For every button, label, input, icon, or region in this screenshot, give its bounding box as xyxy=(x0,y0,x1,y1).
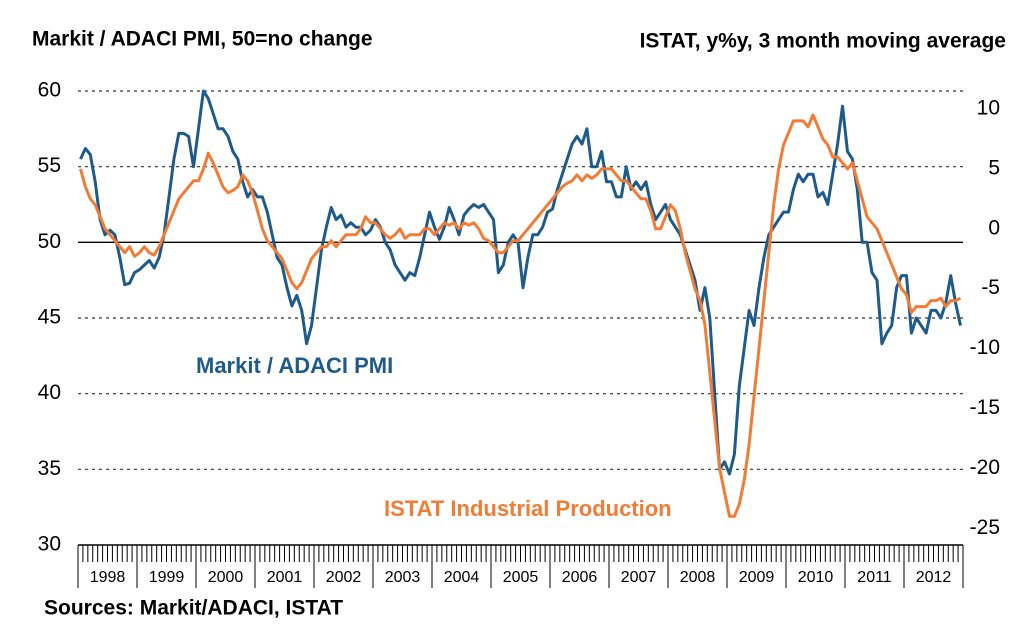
y2-tick-label: -10 xyxy=(970,336,1000,359)
right-axis-title: ISTAT, y%y, 3 month moving average xyxy=(640,30,1006,53)
pmi-annotation: Markit / ADACI PMI xyxy=(196,353,393,378)
left-axis-title: Markit / ADACI PMI, 50=no change xyxy=(32,28,373,51)
x-tick-label: 2006 xyxy=(562,569,598,586)
series-line xyxy=(79,113,962,518)
istat-annotation: ISTAT Industrial Production xyxy=(384,496,672,521)
y2-tick-label: 5 xyxy=(988,156,1000,179)
x-tick-label: 1999 xyxy=(149,569,185,586)
source-note: Sources: Markit/ADACI, ISTAT xyxy=(44,597,343,620)
x-tick-label: 2004 xyxy=(444,569,480,586)
x-tick-label: 2001 xyxy=(267,569,303,586)
y-tick-label: 55 xyxy=(38,154,61,177)
series-line xyxy=(79,89,962,476)
x-tick-label: 2000 xyxy=(208,569,244,586)
x-tick-label: 2005 xyxy=(503,569,539,586)
x-tick-label: 2003 xyxy=(385,569,421,586)
x-tick-label: 2002 xyxy=(326,569,362,586)
y-tick-label: 45 xyxy=(38,306,61,329)
y-tick-label: 40 xyxy=(38,381,61,404)
y2-tick-label: -5 xyxy=(981,276,1000,299)
y2-tick-label: 0 xyxy=(988,216,1000,239)
x-tick-label: 1998 xyxy=(90,569,126,586)
x-tick-label: 2008 xyxy=(680,569,716,586)
y-tick-label: 50 xyxy=(38,230,61,253)
x-tick-label: 2010 xyxy=(798,569,834,586)
x-tick-label: 2012 xyxy=(916,569,952,586)
y-tick-label: 35 xyxy=(38,457,61,480)
y2-tick-label: 10 xyxy=(977,97,1000,120)
y-tick-label: 30 xyxy=(38,533,61,556)
x-tick-label: 2009 xyxy=(739,569,775,586)
x-tick-label: 2007 xyxy=(621,569,657,586)
y2-tick-label: -25 xyxy=(970,516,1000,539)
y2-tick-label: -15 xyxy=(970,396,1000,419)
x-tick-label: 2011 xyxy=(857,569,892,586)
y2-tick-label: -20 xyxy=(970,456,1000,479)
y-tick-label: 60 xyxy=(38,79,61,102)
